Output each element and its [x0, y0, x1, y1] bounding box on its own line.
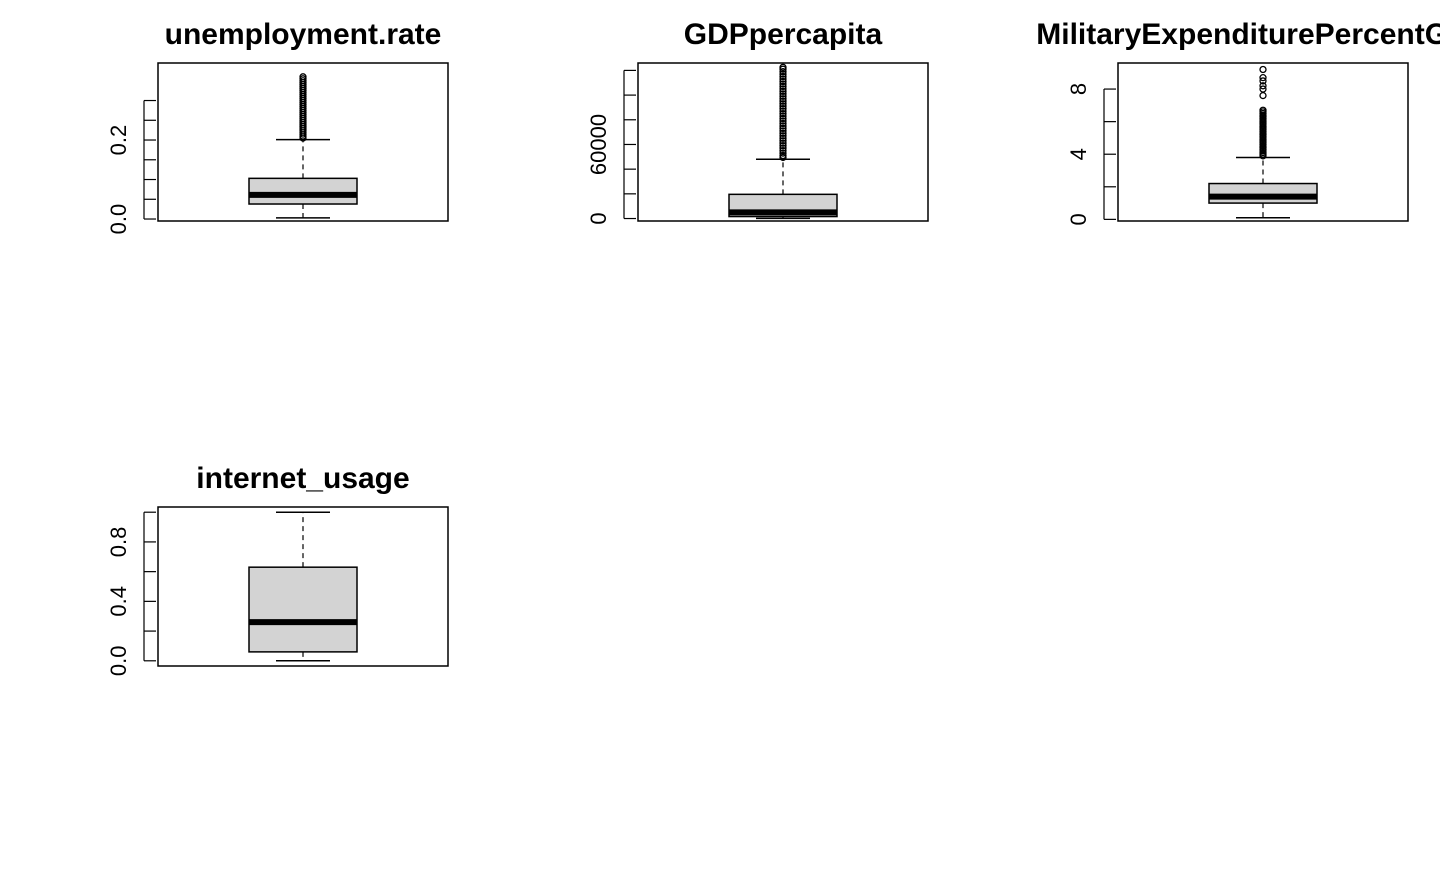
outlier-point: [299, 73, 307, 81]
outlier-point: [779, 97, 787, 105]
outlier-point: [779, 124, 787, 133]
outlier-point: [1259, 82, 1267, 90]
outlier-point: [779, 144, 787, 152]
outlier-point: [1259, 74, 1267, 82]
y-tick-label: 0: [586, 212, 611, 224]
outlier-point: [779, 137, 787, 145]
outlier-point: [779, 105, 787, 113]
panel-4: internet_usage 0.0 0.4 0.8: [106, 462, 449, 677]
outlier-point: [779, 149, 787, 157]
panel-1: unemployment.rate 0.0 0.2: [106, 18, 449, 235]
outlier-point: [779, 72, 787, 81]
outlier-point: [779, 92, 787, 100]
outlier-point: [779, 139, 787, 147]
iqr-box: [248, 566, 358, 653]
outlier-point: [779, 80, 787, 88]
outlier-point: [779, 142, 787, 150]
panel-title: unemployment.rate: [165, 18, 442, 51]
outlier-point: [1259, 106, 1267, 114]
plot-frame: [637, 62, 929, 222]
outlier-point: [779, 132, 787, 140]
plot-frame: [157, 506, 449, 667]
outlier-point: [779, 122, 787, 130]
outlier-point: [779, 87, 787, 96]
y-tick-label: 0.8: [106, 527, 131, 558]
y-tick-label: 0.0: [106, 204, 131, 235]
iqr-box: [1208, 182, 1318, 204]
outlier-point: [779, 107, 787, 115]
plot-frame: [1117, 62, 1409, 222]
outlier-point: [779, 119, 787, 128]
outlier-point: [779, 85, 787, 93]
outlier-point: [779, 100, 787, 108]
outlier-point: [779, 117, 787, 125]
panel-3: MilitaryExpenditurePercentGDP 0 4 8: [1036, 18, 1440, 225]
panel-2: GDPpercapita 0 60000: [586, 18, 929, 225]
plot-frame: [157, 62, 449, 222]
outlier-point: [779, 129, 787, 138]
outlier-point: [779, 134, 787, 142]
y-tick-label: 0: [1066, 213, 1091, 225]
outlier-point: [779, 63, 787, 71]
outlier-point: [779, 67, 787, 76]
outlier-point: [779, 102, 787, 110]
y-tick-label: 8: [1066, 83, 1091, 95]
outlier-point: [779, 146, 787, 155]
outlier-point: [779, 75, 787, 83]
outlier-point: [779, 112, 787, 120]
outlier-point: [779, 127, 787, 135]
panel-title: internet_usage: [196, 462, 409, 495]
outlier-point: [779, 95, 787, 103]
outlier-point: [779, 151, 787, 160]
y-tick-label: 0.4: [106, 586, 131, 617]
outlier-point: [1259, 77, 1267, 85]
outlier-point: [779, 114, 787, 123]
outlier-point: [779, 82, 787, 91]
panel-title: GDPpercapita: [684, 18, 883, 51]
y-tick-label: 4: [1066, 148, 1091, 160]
outlier-point: [1259, 65, 1267, 74]
panel-title: MilitaryExpenditurePercentGDP: [1036, 18, 1440, 51]
outlier-point: [779, 77, 787, 86]
y-tick-label: 0.0: [106, 646, 131, 677]
outlier-point: [779, 109, 787, 118]
y-tick-label: 0.2: [106, 125, 131, 156]
outlier-point: [1259, 85, 1267, 93]
iqr-box: [248, 177, 358, 205]
outlier-point: [779, 70, 787, 78]
outlier-point: [1259, 91, 1267, 100]
y-tick-label: 60000: [586, 114, 611, 175]
outlier-point: [779, 90, 787, 98]
